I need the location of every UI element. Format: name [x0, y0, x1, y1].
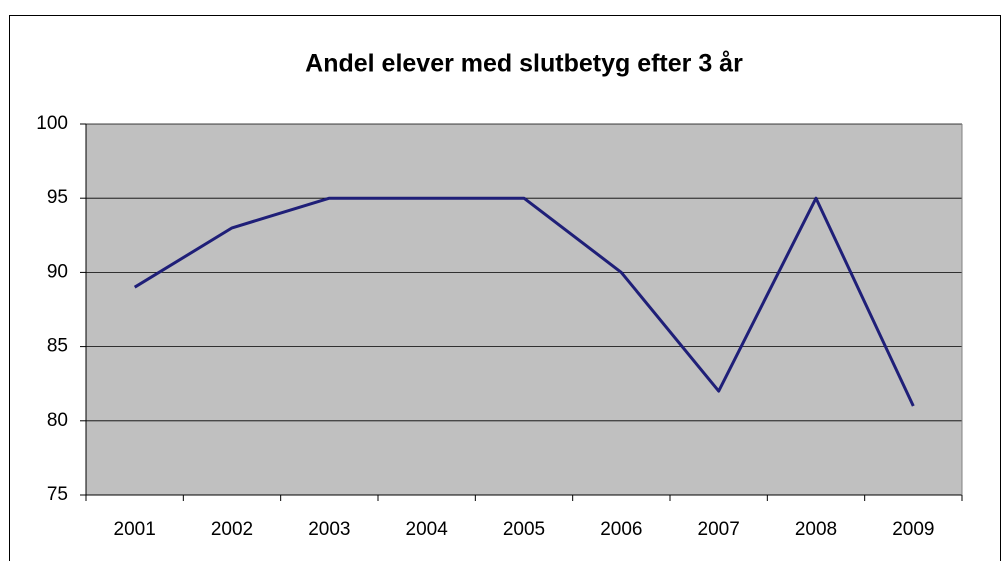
- x-tick-label: 2001: [114, 519, 156, 540]
- x-tick-label: 2008: [795, 519, 837, 540]
- x-tick-label: 2005: [503, 519, 545, 540]
- y-tick-label: 90: [47, 261, 68, 282]
- plot-area: [86, 124, 962, 495]
- y-tick-label: 80: [47, 410, 68, 431]
- x-tick-label: 2003: [308, 519, 350, 540]
- data-line: [133, 196, 915, 407]
- y-tick-label: 100: [36, 113, 68, 134]
- x-tick-label: 2007: [698, 519, 740, 540]
- y-tick-label: 75: [47, 484, 68, 505]
- chart-frame: [9, 15, 1001, 561]
- y-tick-label: 95: [47, 187, 68, 208]
- y-tick-label: 85: [47, 336, 68, 357]
- x-tick-label: 2004: [406, 519, 449, 540]
- x-tick-label: 2002: [211, 519, 253, 540]
- x-tick-label: 2006: [600, 519, 642, 540]
- chart-title: Andel elever med slutbetyg efter 3 år: [305, 50, 743, 78]
- x-tick-label: 2009: [892, 519, 934, 540]
